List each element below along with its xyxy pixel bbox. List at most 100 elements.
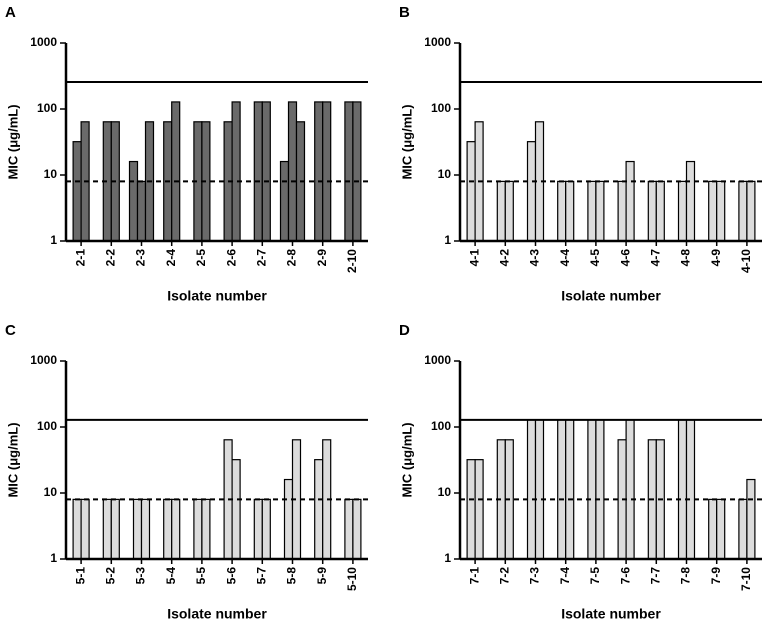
bar	[231, 459, 241, 560]
x-tick-label: 7-2	[497, 567, 511, 585]
y-tick-label: 100	[37, 419, 57, 433]
bar	[132, 498, 143, 560]
bar	[716, 498, 726, 560]
x-tick-label: 5-3	[134, 567, 148, 585]
x-tick-label: 7-6	[618, 567, 632, 585]
bar	[261, 498, 271, 560]
bar	[140, 498, 151, 560]
bar	[504, 180, 514, 242]
x-tick-label: 7-4	[558, 567, 572, 585]
bar	[314, 459, 324, 560]
panel-label: A	[5, 4, 16, 21]
bar	[171, 498, 181, 560]
x-tick-label: 4-9	[709, 249, 723, 267]
x-tick-label: 4-3	[528, 249, 542, 267]
bar	[625, 160, 635, 242]
bar	[526, 419, 537, 560]
panel-label: C	[5, 322, 16, 339]
y-tick-label: 10	[44, 167, 58, 181]
bar	[314, 101, 324, 242]
bar	[655, 180, 665, 242]
bar	[261, 101, 271, 242]
bar	[163, 498, 173, 560]
bar	[352, 101, 362, 242]
bar	[193, 498, 203, 560]
panel-label: B	[399, 4, 410, 21]
y-tick-label: 10	[44, 485, 58, 499]
x-tick-label: 2-4	[164, 249, 178, 267]
y-axis-label: MIC (μg/mL)	[399, 104, 414, 179]
x-tick-label: 5-9	[315, 567, 329, 585]
bar	[466, 459, 476, 560]
bar	[171, 101, 181, 242]
x-tick-label: 2-1	[73, 249, 87, 267]
bar	[565, 419, 575, 560]
x-tick-label: 2-3	[134, 249, 148, 267]
bar	[617, 180, 627, 242]
bar	[647, 180, 657, 242]
y-tick-label: 1	[50, 551, 57, 565]
x-tick-label: 4-7	[648, 249, 662, 267]
y-tick-label: 1000	[30, 353, 57, 367]
bar	[287, 101, 298, 242]
x-tick-label: 4-2	[497, 249, 511, 267]
bar	[587, 419, 597, 560]
bar	[80, 498, 90, 560]
bar	[716, 180, 726, 242]
x-tick-label: 2-5	[194, 249, 208, 267]
bar	[685, 160, 696, 242]
bar	[72, 498, 82, 560]
bar	[595, 419, 605, 560]
bar	[72, 141, 82, 242]
bar	[587, 180, 597, 242]
bar	[231, 101, 241, 242]
x-tick-label: 5-10	[345, 567, 359, 591]
bar	[110, 498, 120, 560]
bar	[322, 101, 332, 242]
bar	[557, 419, 567, 560]
bar	[738, 498, 748, 560]
x-axis-label: Isolate number	[561, 288, 661, 304]
x-tick-label: 7-8	[679, 567, 693, 585]
y-tick-label: 100	[37, 101, 57, 115]
y-tick-label: 1000	[30, 35, 57, 49]
bar	[708, 180, 718, 242]
x-axis-label: Isolate number	[167, 606, 267, 622]
y-axis-label: MIC (μg/mL)	[399, 422, 414, 497]
y-tick-label: 10	[438, 167, 452, 181]
y-tick-label: 100	[431, 419, 451, 433]
x-axis-label: Isolate number	[167, 288, 267, 304]
x-tick-label: 5-8	[285, 567, 299, 585]
bar	[557, 180, 567, 242]
y-tick-label: 1	[444, 233, 451, 247]
bar	[534, 419, 545, 560]
x-tick-label: 7-7	[648, 567, 662, 585]
x-tick-label: 5-1	[73, 567, 87, 585]
bar	[738, 180, 748, 242]
x-tick-label: 7-3	[528, 567, 542, 585]
y-axis-label: MIC (μg/mL)	[5, 422, 20, 497]
bar	[677, 419, 688, 560]
y-tick-label: 1000	[424, 353, 451, 367]
y-tick-label: 1000	[424, 35, 451, 49]
y-tick-label: 10	[438, 485, 452, 499]
bar	[595, 180, 605, 242]
bar	[102, 498, 112, 560]
bar	[685, 419, 696, 560]
bar	[279, 160, 290, 242]
y-tick-label: 1	[50, 233, 57, 247]
bar	[344, 101, 354, 242]
x-tick-label: 7-9	[709, 567, 723, 585]
bar	[253, 498, 263, 560]
x-tick-label: 2-2	[103, 249, 117, 267]
x-tick-label: 2-9	[315, 249, 329, 267]
bar	[466, 141, 476, 242]
y-tick-label: 100	[431, 101, 451, 115]
x-tick-label: 2-6	[224, 249, 238, 267]
x-tick-label: 4-4	[558, 249, 572, 267]
x-tick-label: 5-6	[224, 567, 238, 585]
x-tick-label: 5-7	[254, 567, 268, 585]
x-tick-label: 5-5	[194, 567, 208, 585]
bar	[352, 498, 362, 560]
